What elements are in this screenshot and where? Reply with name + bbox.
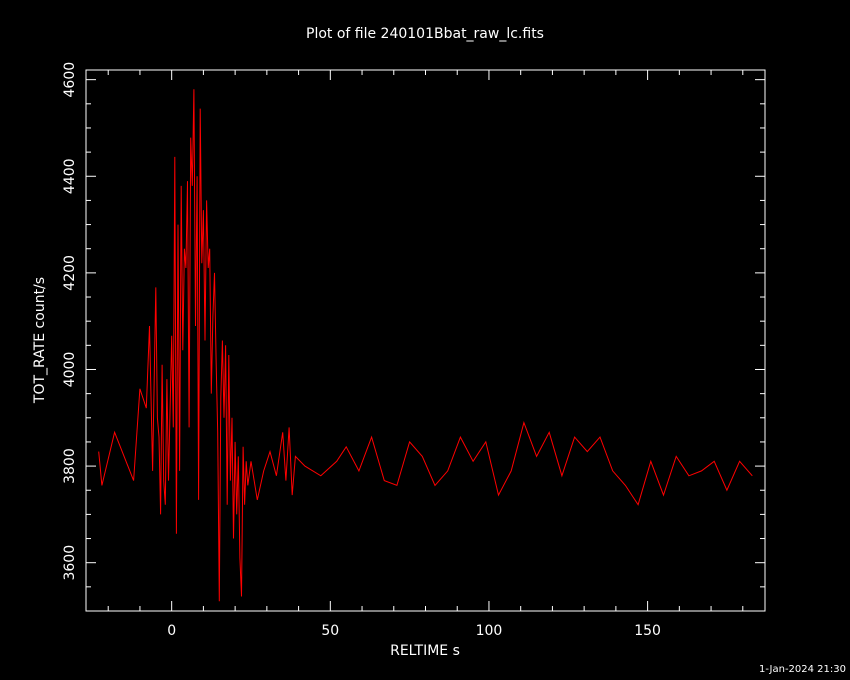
- x-tick-label: 0: [167, 623, 176, 639]
- y-tick-label: 4200: [62, 255, 78, 291]
- y-tick-label: 4400: [62, 158, 78, 194]
- axis-ticks: [86, 70, 765, 612]
- y-axis-label: TOT_RATE count/s: [32, 277, 48, 404]
- timestamp-label: 1-Jan-2024 21:30: [759, 664, 846, 675]
- y-tick-labels: 3600 3800 4000 4200 4400 4600: [62, 62, 78, 581]
- y-tick-label: 4000: [62, 352, 78, 388]
- x-tick-label: 50: [321, 623, 339, 639]
- rate-series-line: [98, 89, 753, 602]
- x-tick-label: 100: [476, 623, 503, 639]
- plot-frame: [85, 69, 766, 612]
- x-axis-label: RELTIME s: [390, 643, 460, 659]
- x-tick-label: 150: [634, 623, 661, 639]
- y-tick-label: 3600: [62, 545, 78, 581]
- y-tick-label: 3800: [62, 448, 78, 484]
- chart-title: Plot of file 240101Bbat_raw_lc.fits: [306, 26, 544, 42]
- x-tick-labels: 0 50 100 150: [167, 623, 661, 639]
- y-tick-label: 4600: [62, 62, 78, 98]
